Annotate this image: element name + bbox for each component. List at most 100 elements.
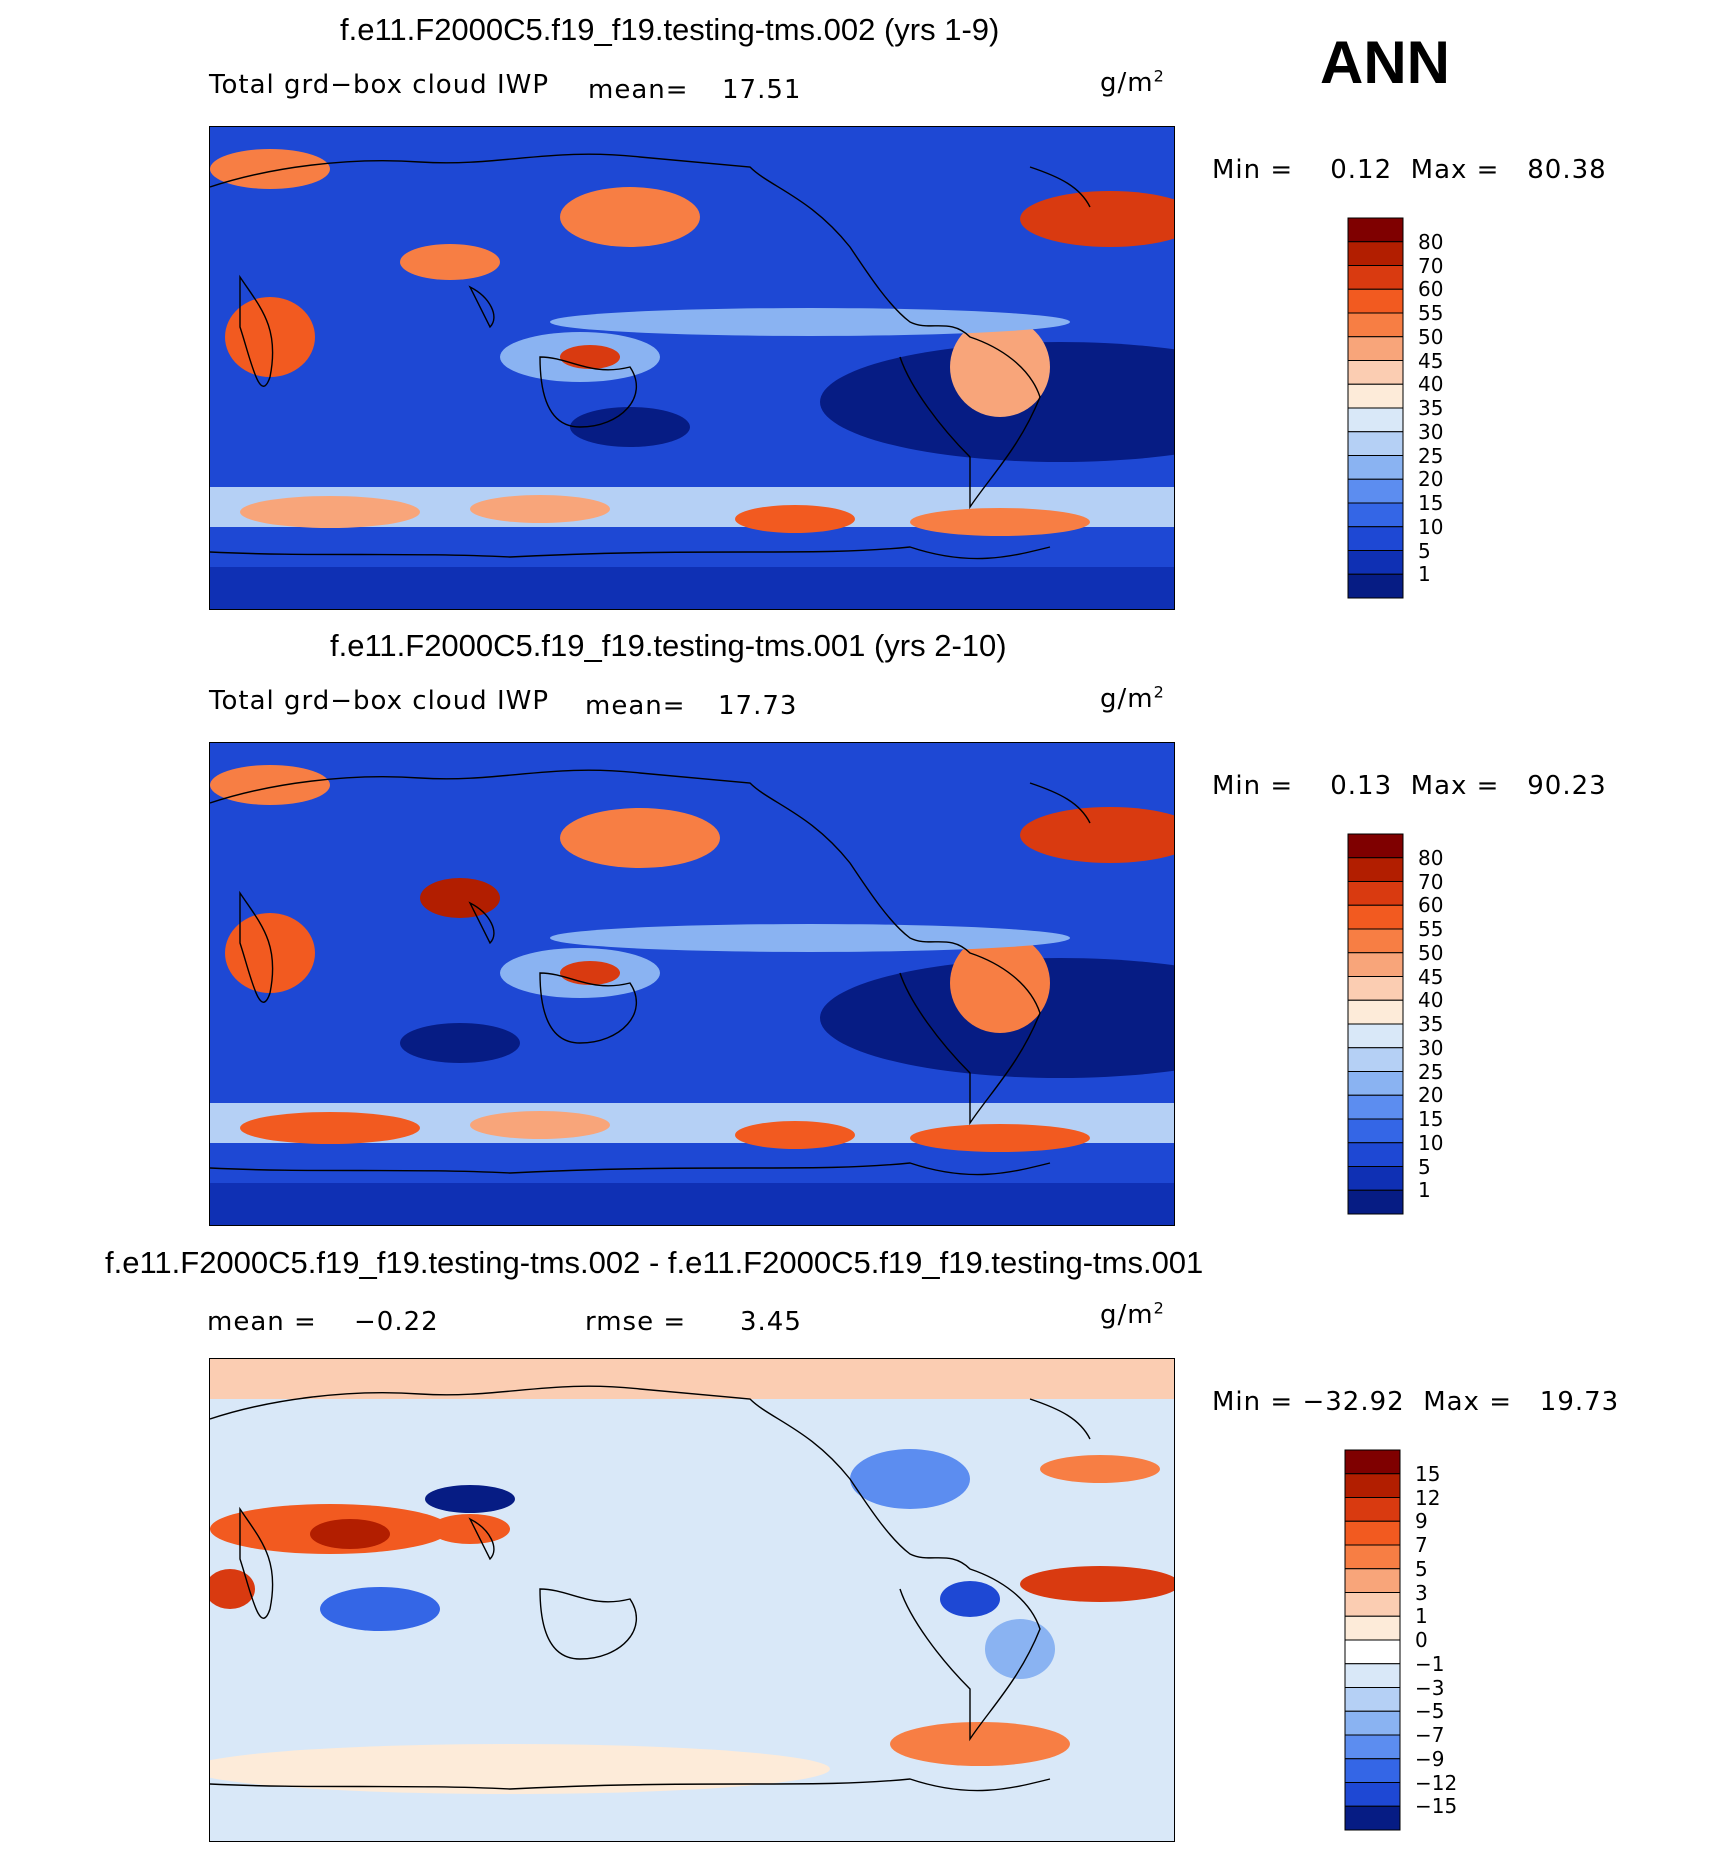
panel-1-indian-low	[570, 407, 690, 447]
colorbar-swatch	[1347, 265, 1404, 290]
colorbar-label: −5	[1415, 1699, 1445, 1724]
colorbar-label: 70	[1418, 869, 1444, 894]
panel-2-min-max: Min = 0.13 Max = 90.23	[1212, 771, 1607, 801]
colorbar-label: 60	[1418, 277, 1444, 302]
panel-2-map	[209, 742, 1175, 1226]
colorbar-swatch	[1347, 1142, 1404, 1167]
panel-3-coastlines	[210, 1385, 1091, 1792]
panel-2-png	[560, 961, 620, 985]
colorbar-swatch	[1347, 288, 1404, 314]
panel-1-mean-value: 17.51	[722, 75, 802, 105]
panel-3-tibet-neg	[425, 1485, 515, 1513]
panel-2-itcz	[550, 924, 1070, 952]
colorbar-swatch	[1347, 312, 1404, 338]
panel-2-storm-track-3	[735, 1121, 855, 1149]
colorbar-swatch	[1344, 1782, 1401, 1807]
colorbar-swatch	[1347, 550, 1404, 575]
colorbar-swatch	[1344, 1449, 1401, 1475]
colorbar-label: 7	[1415, 1533, 1428, 1557]
colorbar-label: 45	[1418, 348, 1444, 373]
colorbar-label: 20	[1418, 467, 1444, 492]
colorbar-label: 60	[1418, 893, 1444, 918]
colorbar-label: 12	[1415, 1485, 1441, 1510]
colorbar-swatch	[1344, 1663, 1401, 1688]
panel-1-storm-track-4	[910, 508, 1090, 536]
colorbar-swatch	[1347, 1166, 1404, 1191]
colorbar-label: 3	[1415, 1580, 1428, 1605]
panel-3-map	[209, 1358, 1175, 1842]
panel-1-min-max: Min = 0.12 Max = 80.38	[1212, 155, 1607, 185]
colorbar-swatch	[1347, 976, 1404, 1001]
colorbar-label: 15	[1418, 1107, 1444, 1131]
colorbar-label: −3	[1415, 1675, 1445, 1700]
colorbar-swatch	[1347, 455, 1404, 480]
colorbar-label: 55	[1418, 301, 1444, 325]
colorbar-label: 5	[1418, 538, 1431, 563]
panel-1-north-pacific	[560, 187, 700, 247]
panel-3-mean-label: mean =	[207, 1307, 317, 1337]
colorbar-swatch	[1347, 383, 1404, 409]
panel-3-title: f.e11.F2000C5.f19_f19.testing-tms.002 - …	[105, 1245, 1204, 1280]
panel-1-africa	[225, 297, 315, 377]
panel-1-itcz	[550, 308, 1070, 336]
colorbar-label: 9	[1415, 1509, 1428, 1534]
colorbar-label: 45	[1418, 964, 1444, 989]
colorbar-swatch	[1344, 1544, 1401, 1570]
colorbar-swatch	[1347, 1071, 1404, 1096]
colorbar-label: 50	[1418, 940, 1444, 965]
panel-1-north-atlantic	[1020, 191, 1174, 247]
colorbar-swatch	[1344, 1497, 1401, 1522]
panel-3-rmse-label: rmse =	[585, 1307, 687, 1337]
panel-3-atlantic-pos	[1020, 1566, 1174, 1602]
panel-2-colorbar: 80 70 60 55 50 45 40 35 30 25 20 15 10 5 1	[1347, 833, 1443, 1219]
panel-2-africa	[225, 913, 315, 993]
panel-1-png	[560, 345, 620, 369]
colorbar-swatch	[1347, 1189, 1404, 1215]
colorbar-label: 0	[1415, 1628, 1428, 1652]
colorbar-label: −15	[1415, 1794, 1458, 1819]
colorbar-swatch	[1347, 431, 1404, 456]
colorbar-label: 10	[1418, 1130, 1444, 1155]
panel-1-europe-band	[210, 149, 330, 189]
colorbar-swatch	[1344, 1734, 1401, 1760]
colorbar-label: 80	[1418, 229, 1444, 254]
colorbar-swatch	[1347, 1023, 1404, 1049]
panel-1-variable-label: Total grd−box cloud IWP	[209, 70, 550, 100]
panel-1-title: f.e11.F2000C5.f19_f19.testing-tms.002 (y…	[340, 12, 1000, 47]
colorbar-label: 20	[1418, 1083, 1444, 1108]
panel-3-units: g/m2	[1100, 1298, 1165, 1330]
colorbar-swatch	[1347, 881, 1404, 906]
panel-2-antarctic-band	[210, 1183, 1174, 1225]
panel-2-tibet	[420, 878, 500, 918]
colorbar-swatch	[1347, 999, 1404, 1025]
panel-3-southern-ocean-pos	[890, 1722, 1070, 1766]
panel-3-central-am-neg	[940, 1581, 1000, 1617]
panel-3-colorbar: 15 12 9 7 5 3 1 0 −1 −3 −5 −7 −9 −12 −15	[1344, 1449, 1457, 1835]
colorbar-label: 5	[1418, 1154, 1431, 1179]
colorbar-label: 1	[1418, 1178, 1431, 1203]
panel-1-antarctic-band	[210, 567, 1174, 609]
panel-3-namerica-neg	[850, 1449, 970, 1509]
colorbar-swatch	[1344, 1758, 1401, 1783]
panel-3-south-band	[210, 1744, 830, 1794]
colorbar-label: 35	[1418, 1012, 1444, 1036]
colorbar-swatch	[1344, 1473, 1401, 1498]
colorbar-label: 40	[1418, 988, 1444, 1013]
colorbar-swatch	[1347, 1094, 1404, 1120]
season-label: ANN	[1320, 29, 1450, 96]
panel-3-rmse-value: 3.45	[740, 1307, 802, 1337]
panel-1-units: g/m2	[1100, 66, 1165, 98]
panel-2-mean-value: 17.73	[718, 691, 798, 721]
panel-1-amazon	[950, 317, 1050, 417]
panel-3-min-max: Min = −32.92 Max = 19.73	[1212, 1387, 1620, 1417]
colorbar-swatch	[1347, 407, 1404, 433]
panel-2-north-atlantic	[1020, 807, 1174, 863]
colorbar-label: −7	[1415, 1723, 1445, 1747]
panel-2-storm-track-1	[240, 1112, 420, 1144]
panel-3-arabia-pos	[310, 1519, 390, 1549]
panel-3-mean-value: −0.22	[354, 1307, 439, 1337]
panel-2-variable-label: Total grd−box cloud IWP	[209, 686, 550, 716]
colorbar-swatch	[1347, 502, 1404, 528]
panel-1-storm-track-2	[470, 495, 610, 523]
colorbar-swatch	[1344, 1805, 1401, 1831]
